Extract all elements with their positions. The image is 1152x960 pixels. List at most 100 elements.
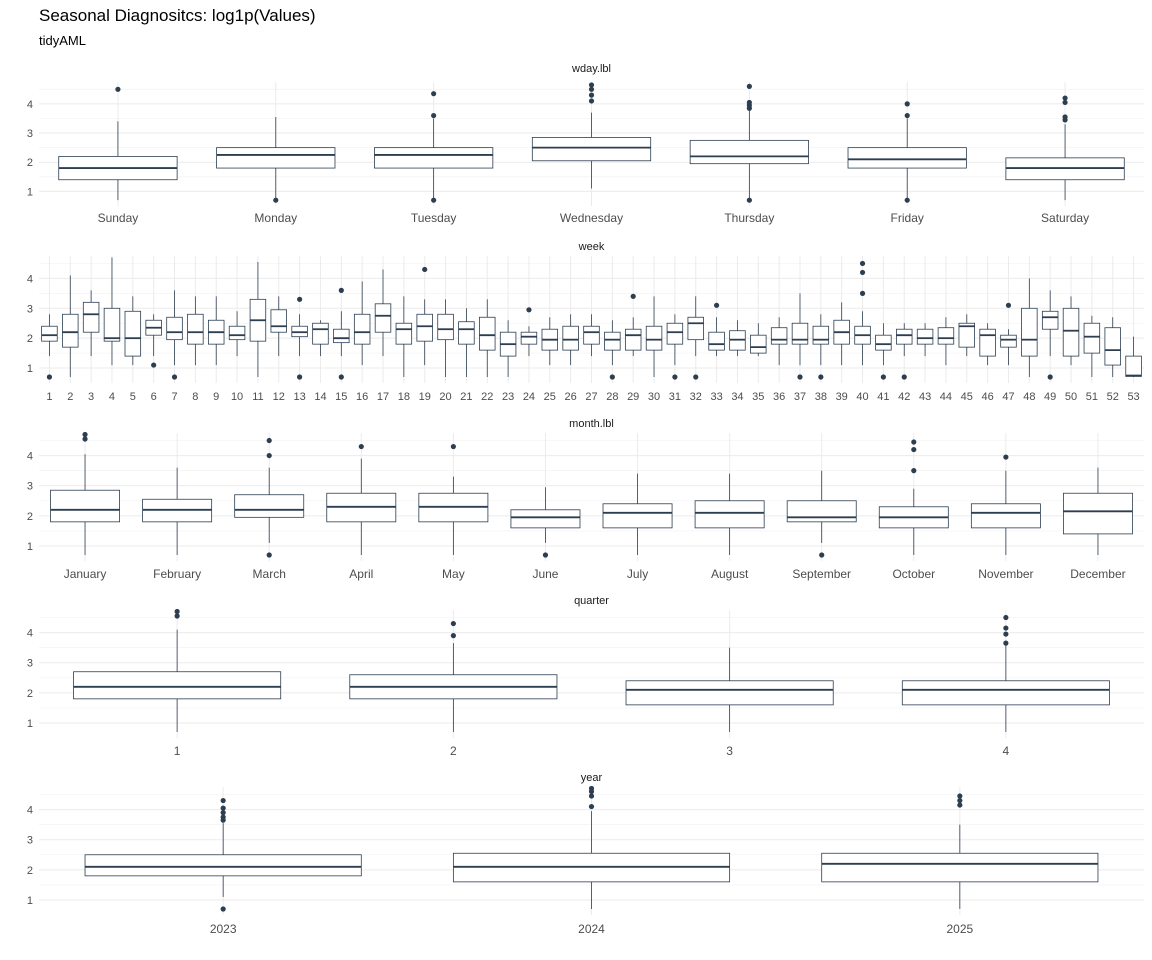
x-tick-label: 4 xyxy=(109,391,115,403)
x-tick-label: 24 xyxy=(523,391,535,403)
outlier-point xyxy=(338,287,344,293)
y-tick-label: 3 xyxy=(27,658,33,670)
outlier-point xyxy=(1047,374,1053,380)
outlier-point xyxy=(693,374,699,380)
x-tick-label: 23 xyxy=(502,391,514,403)
box-iqr xyxy=(602,503,673,529)
y-tick-label: 2 xyxy=(27,688,33,700)
box-11 xyxy=(249,261,267,378)
y-tick-label: 2 xyxy=(27,157,33,169)
box-27 xyxy=(583,314,600,357)
box-iqr xyxy=(875,334,892,351)
facet-panel-3: quarter 1 2 3 4 1 2 3 4 xyxy=(27,595,1144,758)
x-tick-label: 3 xyxy=(88,391,94,403)
x-tick-label: 16 xyxy=(356,391,368,403)
box-iqr xyxy=(791,322,809,345)
box-July xyxy=(602,473,673,555)
box-iqr xyxy=(437,313,454,341)
x-tick-label: 50 xyxy=(1065,391,1077,403)
box-Wednesday xyxy=(531,82,652,189)
y-tick-label: 4 xyxy=(27,99,33,111)
x-tick-label: 38 xyxy=(815,391,827,403)
x-tick-label: 34 xyxy=(731,391,743,403)
outlier-point xyxy=(174,608,180,615)
x-tick-label: 28 xyxy=(606,391,618,403)
x-tick-label: 22 xyxy=(481,391,493,403)
box-iqr xyxy=(228,325,246,341)
box-March xyxy=(234,437,305,558)
outlier-point xyxy=(746,83,752,89)
y-tick-label: 3 xyxy=(27,835,33,847)
x-tick-label: 21 xyxy=(460,391,472,403)
outlier-point xyxy=(713,302,720,308)
x-tick-label: Wednesday xyxy=(560,211,623,225)
outlier-point xyxy=(1062,99,1068,106)
box-1 xyxy=(41,314,58,380)
facet-strip-label: month.lbl xyxy=(569,418,614,430)
outlier-point xyxy=(526,307,532,313)
box-iqr xyxy=(689,139,809,165)
facet-panel-4: year 1 2 3 4 2023 2024 2025 xyxy=(27,772,1144,936)
box-15 xyxy=(333,287,350,380)
outlier-point xyxy=(859,290,866,296)
box-21 xyxy=(458,308,475,378)
outlier-point xyxy=(588,793,595,799)
x-tick-label: 11 xyxy=(252,391,263,403)
box-iqr xyxy=(583,325,600,345)
box-iqr xyxy=(937,327,955,345)
box-December xyxy=(1063,467,1133,555)
box-12 xyxy=(270,296,287,357)
box-iqr xyxy=(562,325,579,351)
x-tick-label: 18 xyxy=(398,391,410,403)
box-18 xyxy=(395,296,413,378)
box-iqr xyxy=(1104,327,1121,366)
y-tick-label: 4 xyxy=(27,628,33,640)
box-iqr xyxy=(1000,334,1017,348)
y-tick-label: 4 xyxy=(27,805,33,817)
outlier-point xyxy=(297,374,303,380)
box-iqr xyxy=(216,147,336,169)
facet-strip-label: week xyxy=(578,241,605,253)
outlier-point xyxy=(904,197,910,203)
x-tick-label: 1 xyxy=(174,744,181,758)
x-tick-label: September xyxy=(792,567,851,581)
box-iqr xyxy=(124,310,142,357)
y-tick-label: 1 xyxy=(27,541,33,553)
x-tick-label: 39 xyxy=(836,391,848,403)
outlier-point xyxy=(1003,454,1009,460)
box-iqr xyxy=(687,316,704,341)
outlier-point xyxy=(588,86,595,92)
x-tick-label: 46 xyxy=(982,391,994,403)
box-iqr xyxy=(395,322,413,345)
outlier-point xyxy=(859,269,866,276)
box-1 xyxy=(73,608,282,732)
x-tick-label: 48 xyxy=(1023,391,1035,403)
box-iqr xyxy=(1083,322,1101,354)
x-tick-label: 12 xyxy=(273,391,285,403)
box-June xyxy=(510,487,581,558)
x-tick-label: 2024 xyxy=(578,922,605,936)
box-iqr xyxy=(625,680,834,706)
box-46 xyxy=(979,323,996,366)
x-tick-label: 2 xyxy=(450,744,457,758)
outlier-point xyxy=(797,374,803,380)
outlier-point xyxy=(358,443,364,450)
x-tick-label: 45 xyxy=(961,391,973,403)
box-23 xyxy=(499,320,517,378)
box-14 xyxy=(312,320,329,357)
box-iqr xyxy=(82,301,100,333)
x-tick-label: 47 xyxy=(1002,391,1014,403)
x-tick-label: 26 xyxy=(565,391,577,403)
box-4 xyxy=(103,257,121,366)
box-May xyxy=(418,443,489,555)
box-7 xyxy=(166,290,183,380)
box-51 xyxy=(1083,315,1101,378)
x-tick-label: 49 xyxy=(1044,391,1056,403)
box-8 xyxy=(187,296,204,366)
box-48 xyxy=(1021,278,1038,378)
box-4 xyxy=(901,614,1110,732)
x-tick-label: 1 xyxy=(46,391,52,403)
x-tick-label: April xyxy=(349,567,373,581)
